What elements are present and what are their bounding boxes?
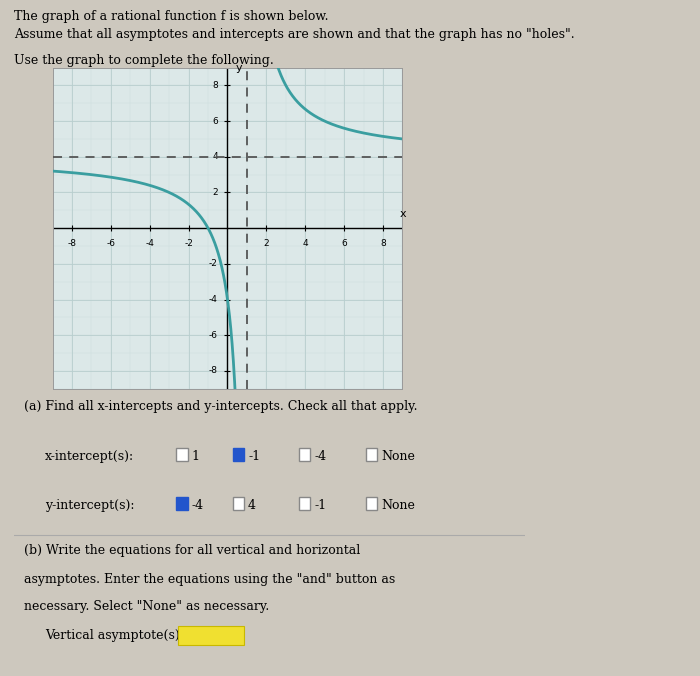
- Text: -6: -6: [209, 331, 218, 339]
- Text: 2: 2: [212, 188, 218, 197]
- Text: Vertical asymptote(s):: Vertical asymptote(s):: [45, 629, 183, 642]
- Text: 8: 8: [212, 81, 218, 90]
- Text: -2: -2: [209, 260, 218, 268]
- Text: -6: -6: [106, 239, 116, 248]
- Text: ✓: ✓: [178, 498, 186, 508]
- Text: Use the graph to complete the following.: Use the graph to complete the following.: [14, 54, 274, 67]
- Text: -8: -8: [67, 239, 76, 248]
- Text: None: None: [381, 499, 415, 512]
- FancyBboxPatch shape: [232, 448, 244, 461]
- Text: necessary. Select "None" as necessary.: necessary. Select "None" as necessary.: [25, 600, 270, 613]
- Text: 4: 4: [302, 239, 308, 248]
- FancyBboxPatch shape: [365, 448, 377, 461]
- Text: 4: 4: [212, 152, 218, 162]
- Text: Assume that all asymptotes and intercepts are shown and that the graph has no "h: Assume that all asymptotes and intercept…: [14, 28, 575, 41]
- FancyBboxPatch shape: [299, 448, 310, 461]
- Text: The graph of a rational function f is shown below.: The graph of a rational function f is sh…: [14, 10, 328, 23]
- Text: x-intercept(s):: x-intercept(s):: [45, 450, 134, 464]
- Text: y-intercept(s):: y-intercept(s):: [45, 499, 134, 512]
- Text: -4: -4: [209, 295, 218, 304]
- Text: 6: 6: [342, 239, 347, 248]
- Text: -1: -1: [248, 450, 260, 464]
- Text: -4: -4: [314, 450, 327, 464]
- FancyBboxPatch shape: [365, 497, 377, 510]
- FancyBboxPatch shape: [178, 626, 244, 645]
- Text: -2: -2: [184, 239, 193, 248]
- Text: y: y: [235, 63, 242, 72]
- Text: None: None: [381, 450, 415, 464]
- Text: (a) Find all x-intercepts and y-intercepts. Check all that apply.: (a) Find all x-intercepts and y-intercep…: [25, 400, 418, 413]
- Text: x: x: [399, 210, 406, 219]
- Text: 1: 1: [192, 450, 199, 464]
- FancyBboxPatch shape: [232, 497, 244, 510]
- FancyBboxPatch shape: [176, 448, 188, 461]
- Text: 8: 8: [380, 239, 386, 248]
- Text: 4: 4: [248, 499, 256, 512]
- Text: -8: -8: [209, 366, 218, 375]
- Text: (b) Write the equations for all vertical and horizontal: (b) Write the equations for all vertical…: [25, 544, 360, 556]
- Text: y = 4: y = 4: [193, 629, 228, 642]
- Text: ✓: ✓: [234, 450, 243, 460]
- Text: 6: 6: [212, 117, 218, 126]
- Text: -1: -1: [314, 499, 327, 512]
- FancyBboxPatch shape: [176, 497, 188, 510]
- Text: 2: 2: [264, 239, 270, 248]
- Text: -4: -4: [146, 239, 154, 248]
- Text: -4: -4: [192, 499, 204, 512]
- FancyBboxPatch shape: [299, 497, 310, 510]
- Text: asymptotes. Enter the equations using the "and" button as: asymptotes. Enter the equations using th…: [25, 573, 395, 586]
